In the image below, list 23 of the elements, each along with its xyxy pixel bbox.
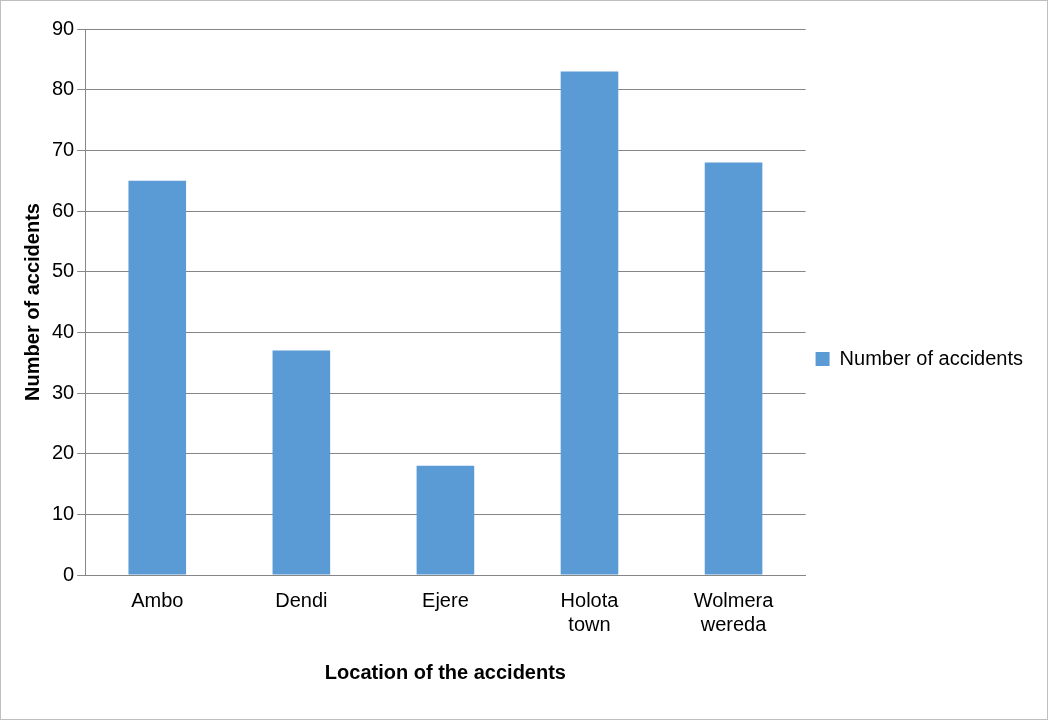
legend-label: Number of accidents <box>839 346 1023 369</box>
bar <box>704 162 763 575</box>
y-tick-label: 20 <box>52 441 75 464</box>
x-tick-label: Wolmera wereda <box>693 588 775 635</box>
y-tick-label: 80 <box>52 77 75 100</box>
x-tick-label: Ambo <box>131 588 184 611</box>
y-tick-label: 40 <box>52 319 75 342</box>
y-tick-label: 70 <box>52 137 75 160</box>
bar <box>128 180 187 575</box>
y-tick-label: 10 <box>52 501 75 524</box>
x-axis-title: Location of the accidents <box>324 660 566 683</box>
y-tick-label: 50 <box>52 259 75 282</box>
bar <box>560 71 619 575</box>
x-tick-label: Dendi <box>275 588 328 611</box>
x-tick-label: Holota town <box>560 588 620 635</box>
y-tick-label: 60 <box>52 198 75 221</box>
y-axis-title: Number of accidents <box>20 203 43 401</box>
y-tick-label: 30 <box>52 380 75 403</box>
bar <box>416 465 475 575</box>
y-tick-label: 90 <box>52 16 75 39</box>
x-tick-label: Ejere <box>422 588 469 611</box>
y-tick-label: 0 <box>63 562 75 585</box>
bar <box>272 350 331 575</box>
